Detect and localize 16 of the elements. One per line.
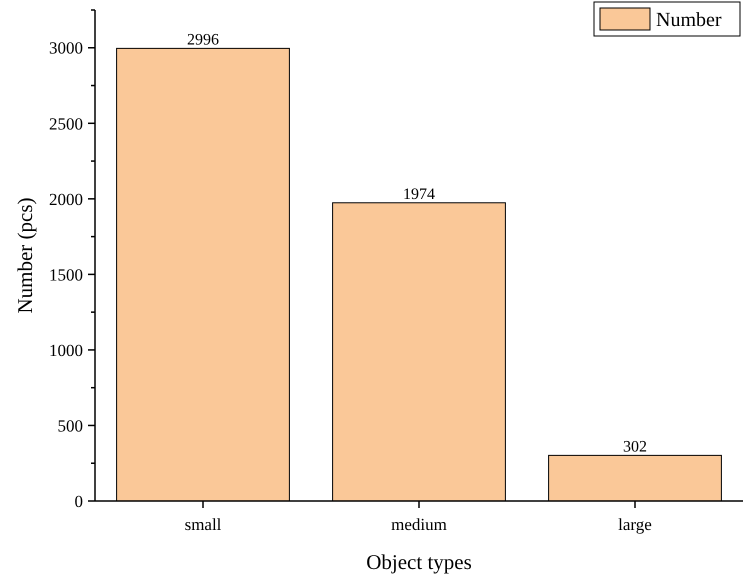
legend-label: Number	[656, 9, 722, 31]
x-tick-label: medium	[391, 515, 447, 534]
x-tick-label: small	[184, 515, 222, 534]
data-label: 302	[623, 438, 647, 456]
y-tick-label: 500	[58, 416, 83, 436]
y-tick-label: 1500	[49, 265, 83, 284]
x-axis-title: Object types	[366, 550, 472, 574]
y-tick-label: 1000	[49, 340, 83, 360]
y-tick-label: 3000	[49, 38, 83, 58]
x-tick-label: large	[618, 515, 652, 534]
data-label: 2996	[187, 31, 219, 48]
y-tick-label: 0	[74, 492, 83, 511]
y-axis-title: Number (pcs)	[13, 197, 37, 314]
data-label: 1974	[403, 186, 435, 203]
y-tick-label: 2500	[49, 114, 83, 134]
y-tick-label: 2000	[49, 190, 83, 209]
